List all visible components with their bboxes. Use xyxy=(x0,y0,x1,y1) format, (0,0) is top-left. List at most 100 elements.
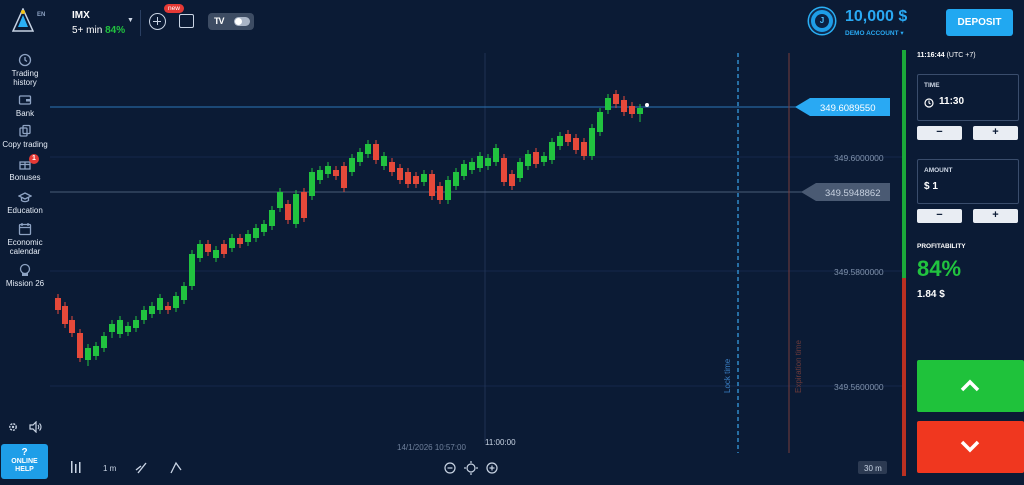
time-axis-label: 11:00:00 xyxy=(485,438,516,447)
live-price-dot xyxy=(645,103,649,107)
candle-body xyxy=(461,164,467,176)
price-chart[interactable]: Lock time Expiration time 349.6000000 34… xyxy=(50,48,902,485)
candle-body xyxy=(397,168,403,180)
lock-time-label: Lock time xyxy=(723,358,732,393)
tradingview-toggle[interactable]: TV xyxy=(208,13,254,30)
avatar-letter: J xyxy=(815,14,829,28)
profitability-label: PROFITABILITY xyxy=(917,243,966,250)
candle-body xyxy=(149,306,155,314)
avatar[interactable]: J xyxy=(809,8,835,34)
candle-body xyxy=(125,326,131,332)
sidebar-item-education[interactable]: Education xyxy=(0,190,50,215)
sidebar-item-label: Mission 26 xyxy=(5,279,45,288)
profit-amount: 1.84 $ xyxy=(917,289,945,300)
sidebar-item-bonuses[interactable]: 1 Bonuses xyxy=(0,154,50,182)
sidebar-item-label: calendar xyxy=(9,247,41,256)
candle-body xyxy=(101,336,107,348)
zoom-level-button[interactable] xyxy=(858,461,887,474)
payout-percent: 84% xyxy=(105,25,126,36)
candle-body xyxy=(429,174,435,196)
candle-body xyxy=(93,346,99,356)
candle-body xyxy=(517,162,523,178)
candle-body xyxy=(141,310,147,320)
candles xyxy=(55,90,643,366)
zoom-level-label: 30 m xyxy=(864,464,882,473)
candle-body xyxy=(613,94,619,104)
sidebar-item-copy-trading[interactable]: Copy trading xyxy=(0,124,50,149)
account-balance[interactable]: 10,000 $ xyxy=(845,8,908,25)
candle-body xyxy=(413,176,419,184)
candle-body xyxy=(133,320,139,328)
candle-body xyxy=(317,170,323,180)
sidebar-item-label: history xyxy=(13,78,37,87)
sidebar-item-label: Trading xyxy=(11,69,39,78)
candle-body xyxy=(501,158,507,182)
sidebar-item-mission[interactable]: Mission 26 xyxy=(0,263,50,288)
amount-minus-button[interactable]: − xyxy=(917,209,962,223)
asset-duration[interactable]: 5+ min 84% xyxy=(72,25,125,36)
language-selector[interactable]: EN xyxy=(37,12,46,18)
candle-body xyxy=(77,333,83,358)
candle-body xyxy=(189,254,195,286)
time-label: TIME xyxy=(924,82,940,89)
candle-body xyxy=(333,170,339,176)
new-badge: new xyxy=(164,4,184,13)
candle-body xyxy=(445,180,451,200)
candle-body xyxy=(357,152,363,162)
add-chart-button[interactable] xyxy=(149,13,166,30)
online-help-button[interactable]: ? ONLINE HELP xyxy=(1,444,48,479)
time-field[interactable]: TIME 11:30 xyxy=(917,74,1019,121)
drawing-tool-icon[interactable] xyxy=(135,462,147,474)
candle-body xyxy=(365,144,371,154)
account-type-selector[interactable]: DEMO ACCOUNT ▾ xyxy=(845,30,904,37)
amount-field[interactable]: AMOUNT $ 1 xyxy=(917,159,1019,204)
sidebar-item-bank[interactable]: Bank xyxy=(0,93,50,118)
zoom-out-icon[interactable] xyxy=(444,462,456,474)
put-down-button[interactable] xyxy=(917,421,1024,473)
candle-body xyxy=(341,166,347,188)
candle-body xyxy=(293,194,299,224)
indicator-icon[interactable] xyxy=(170,461,182,474)
sidebar-item-economic-calendar[interactable]: Economic calendar xyxy=(0,222,50,256)
calendar-icon xyxy=(18,223,32,236)
candle-body xyxy=(349,158,355,172)
call-up-button[interactable] xyxy=(917,360,1024,412)
candle-body xyxy=(509,174,515,186)
expiration-time-label: Expiration time xyxy=(794,340,803,393)
candle-body xyxy=(549,142,555,160)
price-axis-label: 349.6000000 xyxy=(834,153,884,163)
center-chart-icon[interactable] xyxy=(466,463,476,473)
candle-body xyxy=(55,298,61,310)
asset-dropdown-icon[interactable]: ▼ xyxy=(127,17,134,24)
candle-body xyxy=(309,172,315,196)
zoom-in-icon[interactable] xyxy=(486,462,498,474)
time-minus-button[interactable]: − xyxy=(917,126,962,140)
timeframe-button[interactable]: 1 m xyxy=(103,464,117,473)
amount-plus-button[interactable]: + xyxy=(973,209,1018,223)
entry-price-tag xyxy=(801,183,890,201)
candle-body xyxy=(437,186,443,200)
deposit-button[interactable]: DEPOSIT xyxy=(946,9,1013,36)
clock-icon xyxy=(924,98,934,108)
sound-icon[interactable] xyxy=(29,421,42,433)
candle-body xyxy=(181,286,187,300)
candle-body xyxy=(381,156,387,166)
mission-icon xyxy=(19,263,31,276)
candle-type-button[interactable] xyxy=(71,461,81,473)
toggle-switch[interactable] xyxy=(234,17,250,26)
settings-gear-icon[interactable] xyxy=(7,421,19,433)
brand-logo[interactable] xyxy=(12,8,34,32)
sidebar-item-trading-history[interactable]: Trading history xyxy=(0,53,50,87)
sidebar-item-label: Education xyxy=(7,206,43,215)
asset-name[interactable]: IMX xyxy=(72,10,90,21)
tradingview-logo: TV xyxy=(214,16,224,26)
chart-grid xyxy=(50,53,902,443)
candle-body xyxy=(605,98,611,110)
time-plus-button[interactable]: + xyxy=(973,126,1018,140)
candle-body xyxy=(69,320,75,333)
candle-body xyxy=(261,224,267,232)
candle-body xyxy=(205,244,211,252)
amount-label: AMOUNT xyxy=(924,167,953,174)
candle-body xyxy=(301,192,307,218)
layout-button[interactable] xyxy=(179,14,194,28)
